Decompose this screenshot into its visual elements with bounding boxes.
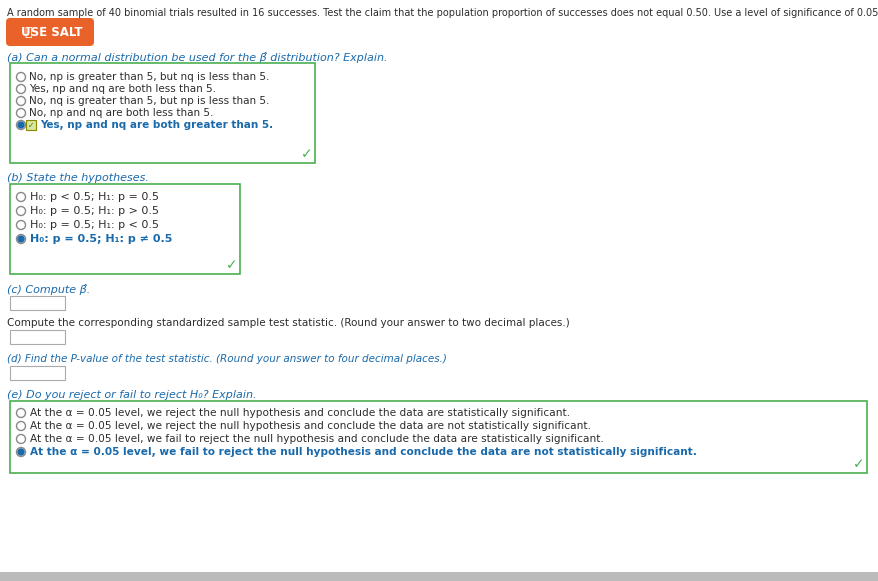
Text: At the α = 0.05 level, we reject the null hypothesis and conclude the data are s: At the α = 0.05 level, we reject the nul… xyxy=(30,408,570,418)
Text: H₀: p < 0.5; H₁: p = 0.5: H₀: p < 0.5; H₁: p = 0.5 xyxy=(30,192,159,202)
Text: ⎙: ⎙ xyxy=(24,26,32,38)
FancyBboxPatch shape xyxy=(10,63,314,163)
Text: (e) Do you reject or fail to reject H₀? Explain.: (e) Do you reject or fail to reject H₀? … xyxy=(7,390,256,400)
Text: Yes, np and nq are both less than 5.: Yes, np and nq are both less than 5. xyxy=(29,84,216,94)
Text: ✓: ✓ xyxy=(28,120,34,130)
Text: Yes, np and nq are both greater than 5.: Yes, np and nq are both greater than 5. xyxy=(40,120,273,130)
Text: H₀: p = 0.5; H₁: p < 0.5: H₀: p = 0.5; H₁: p < 0.5 xyxy=(30,220,159,230)
Text: USE SALT: USE SALT xyxy=(21,26,83,38)
Circle shape xyxy=(18,122,24,128)
Text: ✓: ✓ xyxy=(227,258,238,272)
Text: (b) State the hypotheses.: (b) State the hypotheses. xyxy=(7,173,148,183)
FancyBboxPatch shape xyxy=(10,184,240,274)
Text: No, nq is greater than 5, but np is less than 5.: No, nq is greater than 5, but np is less… xyxy=(29,96,269,106)
Text: At the α = 0.05 level, we reject the null hypothesis and conclude the data are n: At the α = 0.05 level, we reject the nul… xyxy=(30,421,590,431)
Circle shape xyxy=(18,449,24,455)
Text: No, np and nq are both less than 5.: No, np and nq are both less than 5. xyxy=(29,108,213,118)
Text: Compute the corresponding standardized sample test statistic. (Round your answer: Compute the corresponding standardized s… xyxy=(7,318,569,328)
Text: At the α = 0.05 level, we fail to reject the null hypothesis and conclude the da: At the α = 0.05 level, we fail to reject… xyxy=(30,447,696,457)
FancyBboxPatch shape xyxy=(10,401,866,473)
FancyBboxPatch shape xyxy=(10,330,65,344)
Text: H₀: p = 0.5; H₁: p > 0.5: H₀: p = 0.5; H₁: p > 0.5 xyxy=(30,206,159,216)
FancyBboxPatch shape xyxy=(10,366,65,380)
Text: (d) Find the P-value of the test statistic. (Round your answer to four decimal p: (d) Find the P-value of the test statist… xyxy=(7,354,446,364)
Text: ✓: ✓ xyxy=(853,457,864,471)
FancyBboxPatch shape xyxy=(0,572,878,581)
Text: H₀: p = 0.5; H₁: p ≠ 0.5: H₀: p = 0.5; H₁: p ≠ 0.5 xyxy=(30,234,172,244)
Text: At the α = 0.05 level, we fail to reject the null hypothesis and conclude the da: At the α = 0.05 level, we fail to reject… xyxy=(30,434,603,444)
FancyBboxPatch shape xyxy=(10,296,65,310)
Circle shape xyxy=(18,236,24,242)
Text: ✓: ✓ xyxy=(301,147,313,161)
Text: (c) Compute β̂.: (c) Compute β̂. xyxy=(7,284,90,295)
FancyBboxPatch shape xyxy=(6,18,94,46)
Text: (a) Can a normal distribution be used for the β̂ distribution? Explain.: (a) Can a normal distribution be used fo… xyxy=(7,52,387,63)
FancyBboxPatch shape xyxy=(26,120,36,130)
Text: A random sample of 40 binomial trials resulted in 16 successes. Test the claim t: A random sample of 40 binomial trials re… xyxy=(7,8,878,18)
Text: No, np is greater than 5, but nq is less than 5.: No, np is greater than 5, but nq is less… xyxy=(29,72,269,82)
